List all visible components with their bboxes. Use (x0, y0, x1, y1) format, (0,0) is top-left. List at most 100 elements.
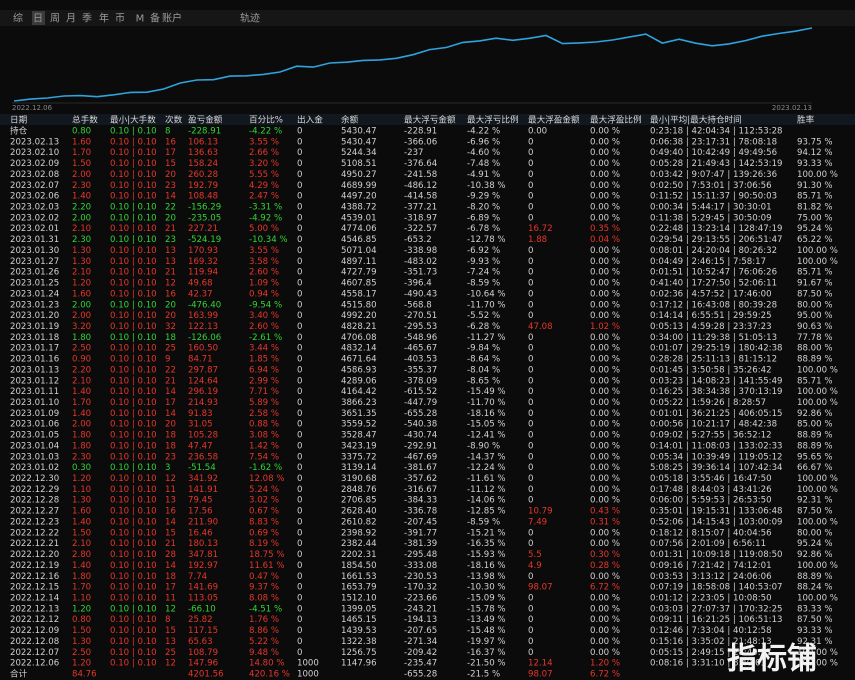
table-cell: -6.78 % (467, 224, 500, 234)
table-cell: 1.80 (72, 572, 91, 582)
table-cell: 2.30 (72, 452, 91, 462)
table-cell: 2022.12.14 (10, 593, 59, 603)
tab[interactable]: 备 (150, 12, 160, 25)
table-cell: 2023.01.24 (10, 289, 59, 299)
table-cell: 0:15:16 | 3:35:02 | 21:48:13 (650, 637, 772, 647)
table-cell: 122.13 (188, 322, 218, 332)
table-cell: -51.54 (188, 463, 216, 473)
table-cell: 2023.02.10 (10, 148, 59, 158)
table-cell: -338.98 (404, 246, 437, 256)
table-cell: 0.88 % (249, 420, 279, 430)
table-cell: -15.48 % (467, 626, 506, 636)
table-cell: 0 (297, 289, 302, 299)
table-cell: 0 (297, 192, 302, 202)
table-cell: 0.30 % (590, 550, 620, 560)
table-cell: 0 (528, 159, 533, 169)
table-cell: 1.42 % (249, 441, 279, 451)
table-cell: 1.40 (72, 517, 91, 527)
column-header: 最大浮盈金额 (528, 114, 580, 126)
table-cell: 169.32 (188, 257, 218, 267)
table-cell: 0:00:56 | 10:21:17 | 48:42:38 (650, 420, 777, 430)
tab[interactable]: 年 (99, 12, 109, 25)
table-cell: -11.61 % (467, 474, 506, 484)
column-header: 盈亏金额 (188, 114, 223, 126)
table-cell: 2023.01.02 (10, 463, 59, 473)
tab[interactable]: 日 (33, 14, 43, 25)
table-cell: 0.00 % (590, 431, 620, 441)
table-cell: 0 (297, 322, 302, 332)
table-cell: -18.16 % (467, 561, 506, 571)
table-cell: 0 (528, 192, 533, 202)
table-cell: 0.00 % (590, 300, 620, 310)
table-cell: 1465.15 (341, 615, 377, 625)
tab[interactable]: 周 (50, 13, 60, 25)
table-cell: 0 (297, 561, 302, 571)
table-cell: 0 (297, 300, 302, 310)
table-cell: 5:08:25 | 39:36:14 | 107:42:34 (650, 463, 783, 473)
table-cell: -447.79 (404, 398, 437, 408)
table-cell: 0 (297, 648, 302, 658)
table-cell: 20 (165, 213, 176, 223)
table-cell: 0.00 % (590, 344, 620, 354)
tab[interactable]: 轨迹 (240, 12, 260, 25)
table-cell: 0:07:56 | 2:01:09 | 6:56:11 (650, 539, 766, 549)
table-cell: 4950.27 (341, 170, 377, 180)
table-cell: 0 (297, 398, 302, 408)
table-cell: 0:14:14 | 6:55:51 | 29:59:25 (650, 311, 772, 321)
table-cell: 0.80 (72, 127, 91, 137)
table-cell: 1.70 (72, 148, 91, 158)
table-cell: 0.10 | 0.10 (110, 387, 157, 397)
table-cell: 0.00 % (590, 572, 620, 582)
table-cell: 0.10 | 0.10 (110, 561, 157, 571)
table-cell: 2848.76 (341, 485, 377, 495)
table-cell: 12 (165, 604, 176, 614)
table-cell: 0.43 % (590, 507, 620, 517)
table-cell: 2.10 (72, 376, 91, 386)
table-cell: -295.48 (404, 550, 437, 560)
column-header: 百分比% (249, 114, 283, 126)
table-cell: 2022.12.06 (10, 659, 59, 669)
table-cell: 100.00 % (797, 398, 838, 408)
table-cell: 20 (165, 170, 176, 180)
table-cell: 0 (297, 420, 302, 430)
table-cell: 0 (297, 311, 302, 321)
table-cell: 4992.20 (341, 311, 377, 321)
table-cell: -318.97 (404, 213, 437, 223)
table-cell: 8.19 % (249, 539, 279, 549)
table-cell: 1653.79 (341, 583, 377, 593)
table-cell: -6.28 % (467, 322, 500, 332)
table-cell: 2023.01.03 (10, 452, 59, 462)
table-cell: -21.50 % (467, 659, 506, 669)
table-cell: -270.51 (404, 311, 437, 321)
table-cell: 0.00 % (590, 637, 620, 647)
table-cell: 0 (528, 203, 533, 213)
table-cell: 0.00 % (590, 127, 620, 137)
table-cell: 0 (528, 648, 533, 658)
table-cell: 0:22:48 | 13:23:14 | 128:47:19 (650, 224, 783, 234)
table-cell: 0.10 | 0.10 (110, 300, 157, 310)
table-cell: 0.10 | 0.10 (110, 311, 157, 321)
table-cell: 4689.99 (341, 181, 377, 191)
table-cell: 5.22 % (249, 637, 279, 647)
table-cell: -16.37 % (467, 648, 506, 658)
tab[interactable]: 综 (13, 12, 23, 25)
table-cell: 0.10 | 0.10 (110, 192, 157, 202)
tab[interactable]: M (136, 14, 145, 25)
table-cell: 2202.31 (341, 550, 377, 560)
table-cell: 1.60 (72, 289, 91, 299)
column-header: 最小|大手数 (110, 114, 156, 126)
table-cell: 0:03:53 | 3:13:12 | 24:06:06 (650, 572, 772, 582)
table-cell: 0:02:50 | 7:53:01 | 37:06:56 (650, 181, 772, 191)
table-cell: 65.22 % (797, 235, 833, 245)
tab[interactable]: 月 (66, 13, 76, 25)
tab[interactable]: 账户 (162, 12, 182, 25)
chart-end-label: 2023.02.13 (772, 104, 812, 112)
table-cell: 25 (165, 344, 176, 354)
table-cell: -126.06 (188, 333, 221, 343)
table-cell: 2.20 (72, 203, 91, 213)
column-header: 日期 (10, 115, 27, 126)
tab[interactable]: 季 (82, 13, 92, 25)
table-cell: 93.75 % (797, 137, 833, 147)
table-cell: 1512.10 (341, 593, 377, 603)
tab[interactable]: 币 (115, 13, 125, 25)
